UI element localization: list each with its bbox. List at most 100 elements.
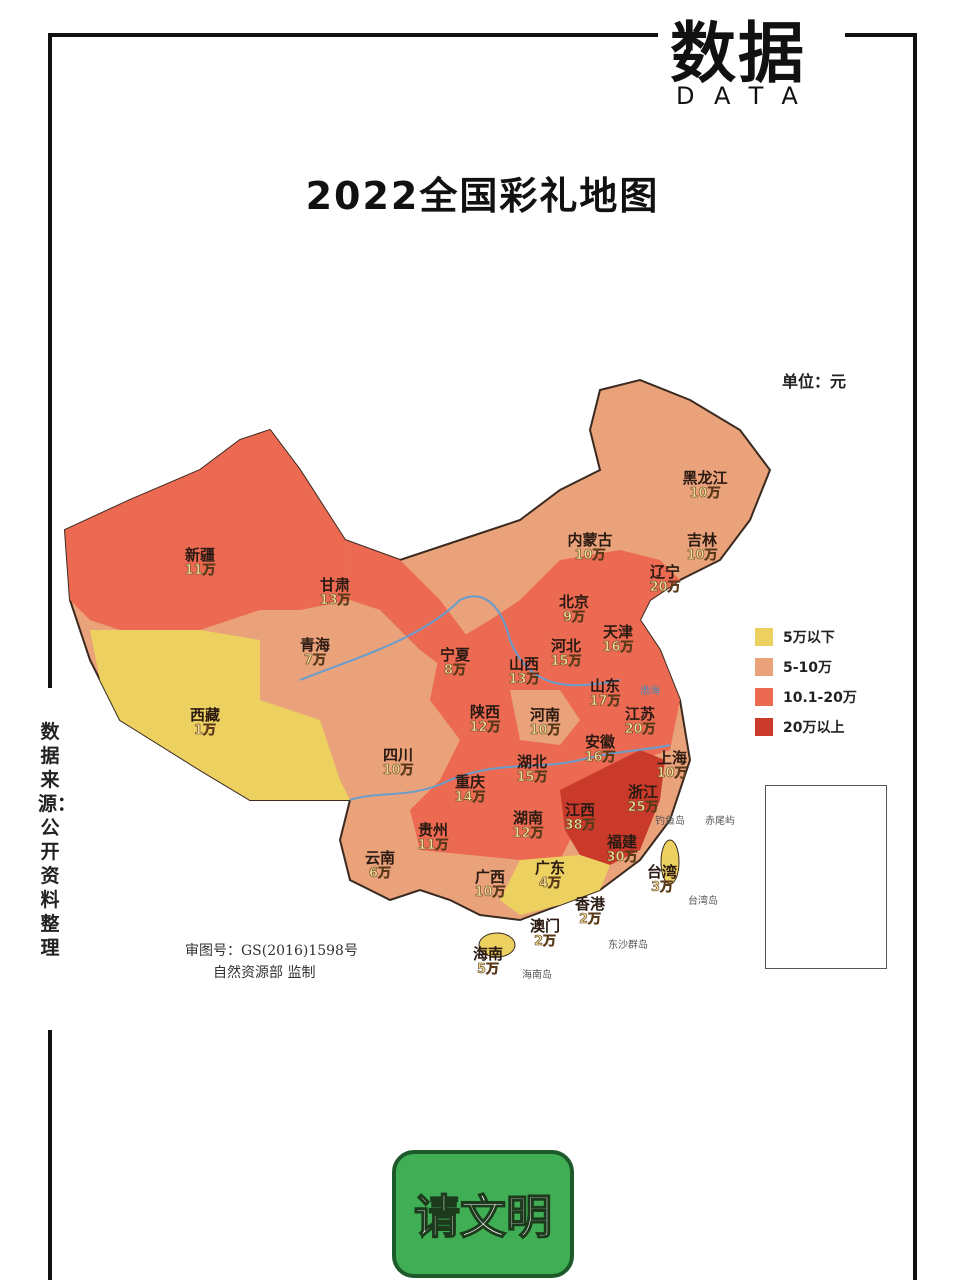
label-diaoyu: 钓鱼岛 (655, 816, 685, 827)
legend-item: 5万以下 (755, 622, 857, 652)
region-taiwan (660, 839, 680, 885)
province-name: 宁夏 (439, 646, 471, 664)
brand-logo-en: DATA (676, 82, 818, 110)
province-name: 台湾 (646, 863, 678, 881)
province-name: 西藏 (189, 706, 221, 724)
province-value: 10万 (689, 486, 721, 502)
province-name: 广西 (474, 868, 505, 886)
province-value: 17万 (589, 694, 621, 710)
legend-swatch (755, 718, 773, 736)
region-gansu (345, 540, 470, 680)
province-label: 安徽 16万 (584, 733, 616, 766)
province-name: 内蒙古 (567, 531, 613, 549)
province-value: 13万 (319, 593, 351, 609)
province-name: 山东 (589, 677, 620, 695)
province-label: 内蒙古 10万 (567, 532, 612, 564)
province-label: 黑龙江 10万 (682, 470, 727, 502)
south-china-sea-inset (765, 785, 887, 969)
province-value: 10万 (686, 548, 718, 564)
province-value: 30万 (606, 850, 638, 866)
province-value: 8万 (443, 663, 467, 679)
province-name: 河北 (550, 637, 581, 655)
province-value: 38万 (564, 818, 596, 834)
province-value: 11万 (417, 838, 449, 854)
province-name: 江西 (564, 801, 595, 819)
province-label: 香港 2万 (575, 896, 605, 928)
legend-label: 10.1-20万 (783, 690, 857, 706)
province-label: 海南 5万 (473, 946, 503, 978)
yangtze-river (349, 744, 671, 801)
province-value: 2万 (533, 934, 557, 950)
page-title: 2022全国彩礼地图 (305, 174, 660, 218)
legend-label: 20万以上 (783, 720, 845, 736)
province-name: 海南 (472, 945, 504, 963)
province-value: 3万 (650, 880, 674, 896)
province-label: 辽宁 20万 (649, 563, 681, 596)
province-value: 10万 (529, 723, 561, 739)
province-label: 四川 10万 (382, 747, 414, 779)
province-label: 山东 17万 (589, 677, 621, 710)
province-value: 1万 (193, 723, 217, 739)
province-label: 江西 38万 (564, 801, 596, 834)
province-value: 20万 (624, 722, 656, 738)
province-name: 天津 (602, 623, 633, 641)
civility-sticker: 请文明 (392, 1150, 574, 1278)
province-name: 吉林 (686, 531, 717, 549)
province-label: 陕西 12万 (469, 703, 501, 736)
legend-swatch (755, 628, 773, 646)
province-name: 浙江 (627, 783, 658, 801)
region-xinjiang (65, 430, 350, 630)
approval-number: 审图号：GS(2016)1598号 (185, 943, 358, 959)
legend-label: 5-10万 (783, 660, 833, 676)
province-label: 湖南 12万 (512, 809, 544, 842)
legend-label: 5万以下 (783, 630, 835, 646)
province-name: 云南 (364, 849, 396, 867)
province-name: 澳门 (529, 917, 561, 935)
province-label: 广东 4万 (535, 860, 565, 892)
province-value: 15万 (516, 770, 548, 786)
label-chiwei: 赤尾屿 (705, 816, 735, 827)
frame-left-bottom (48, 1030, 52, 1280)
province-name: 湖南 (512, 809, 543, 827)
province-name: 香港 (574, 895, 606, 913)
province-label: 福建 30万 (606, 833, 638, 866)
province-label: 江苏 20万 (624, 706, 656, 738)
legend-swatch (755, 688, 773, 706)
province-label: 贵州 11万 (417, 821, 449, 854)
province-label: 天津 16万 (602, 623, 634, 656)
province-name: 湖北 (516, 753, 547, 771)
province-label: 宁夏 8万 (440, 647, 470, 679)
province-label: 甘肃 13万 (319, 577, 351, 609)
province-name: 贵州 (417, 821, 448, 839)
province-value: 12万 (469, 720, 501, 736)
province-value: 6万 (368, 866, 392, 882)
province-name: 安徽 (584, 733, 615, 751)
province-name: 山西 (508, 655, 539, 673)
label-dongsha: 东沙群岛 (608, 940, 648, 951)
region-guangdong (500, 855, 610, 915)
label-bohai: 渤海 (640, 686, 660, 697)
province-value: 13万 (508, 672, 540, 688)
province-name: 福建 (606, 833, 637, 851)
province-name: 陕西 (469, 703, 500, 721)
province-value: 14万 (454, 790, 486, 806)
province-value: 16万 (602, 640, 634, 656)
province-value: 10万 (382, 763, 414, 779)
province-label: 湖北 15万 (516, 753, 548, 786)
unit-label: 单位：元 (782, 372, 847, 391)
province-label: 上海 10万 (656, 749, 688, 782)
legend: 5万以下 5-10万 10.1-20万 20万以上 (755, 622, 857, 742)
legend-item: 20万以上 (755, 712, 857, 742)
province-value: 5万 (476, 962, 500, 978)
province-value: 2万 (578, 912, 602, 928)
province-value: 25万 (627, 800, 659, 816)
province-name: 辽宁 (649, 563, 680, 581)
region-guangxi (420, 850, 520, 910)
province-value: 7万 (303, 653, 327, 669)
province-value: 10万 (574, 548, 606, 564)
province-name: 上海 (656, 749, 687, 767)
province-label: 台湾 3万 (647, 864, 677, 896)
province-name: 广东 (534, 859, 566, 877)
